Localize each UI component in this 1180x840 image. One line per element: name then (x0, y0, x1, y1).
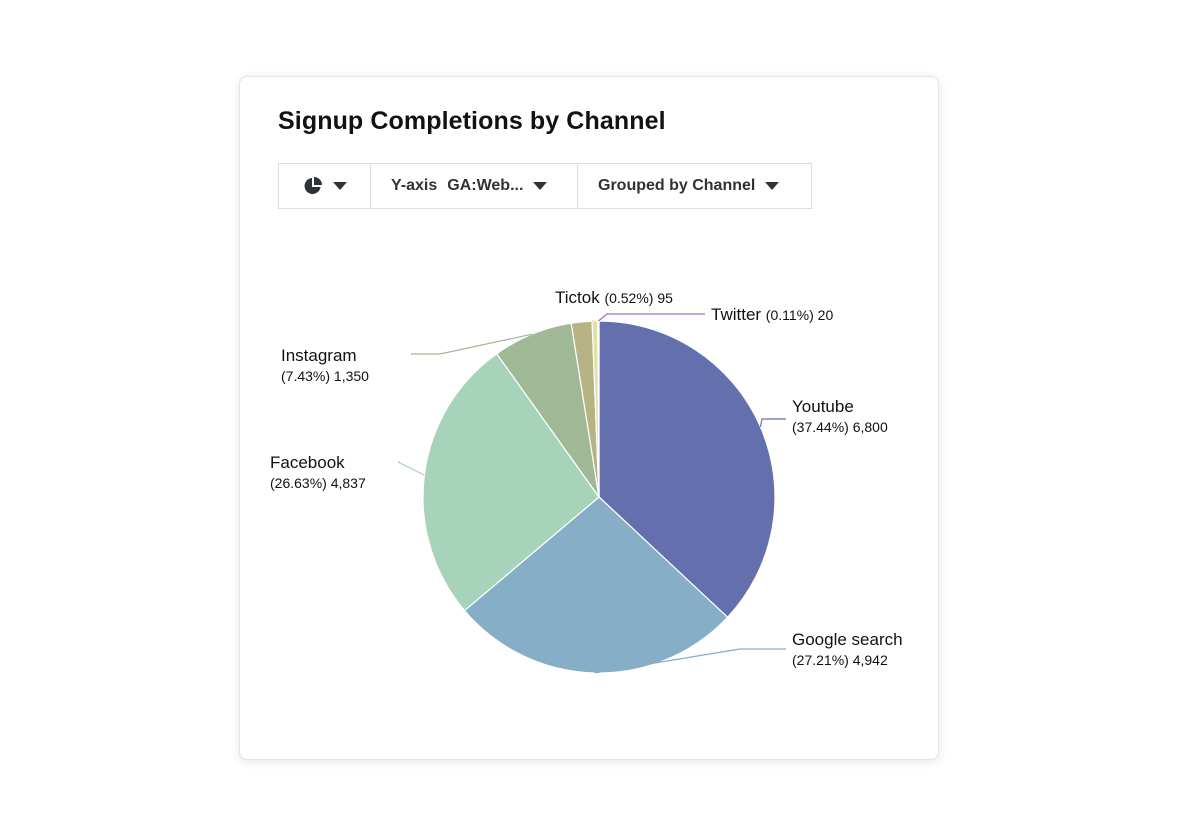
chevron-down-icon (333, 182, 347, 190)
leader-line (397, 461, 425, 476)
slice-label: Facebook (270, 453, 345, 472)
slice-label: Tictok (0.52%) 95 (555, 288, 673, 307)
leader-line (594, 648, 786, 674)
pie-chart-icon (304, 177, 322, 194)
slice-label: Google search (792, 630, 903, 649)
group-by-dropdown[interactable]: Grouped by Channel (578, 164, 811, 208)
chart-type-dropdown[interactable] (279, 164, 371, 208)
slice-label: Instagram (281, 346, 357, 365)
chart-title: Signup Completions by Channel (278, 107, 666, 135)
leader-line (759, 418, 786, 428)
pie-slice-youtube[interactable] (598, 320, 776, 619)
y-axis-label: Y-axis (391, 177, 438, 194)
group-by-label: Grouped by Channel (598, 177, 756, 194)
y-axis-value: GA:Web... (447, 177, 524, 194)
slice-label: Youtube (792, 397, 854, 416)
pie-chart: Youtube (37.44%) 6,800 Google search (27.21… (270, 288, 903, 674)
slice-value-label: (26.63%) 4,837 (270, 475, 366, 491)
chart-toolbar: Y-axis GA:Web... Grouped by Channel (278, 163, 812, 209)
chart-card: Signup Completions by Channel Y-axis GA:… (239, 76, 939, 760)
y-axis-dropdown[interactable]: Y-axis GA:Web... (371, 164, 578, 208)
slice-value-label: (27.21%) 4,942 (792, 652, 888, 668)
leader-line (598, 313, 705, 322)
slice-value-label: (7.43%) 1,350 (281, 368, 369, 384)
pie-slice-facebook[interactable] (422, 352, 600, 612)
slice-value-label: (37.44%) 6,800 (792, 419, 888, 435)
chevron-down-icon (533, 182, 548, 190)
leader-line (411, 333, 533, 355)
chevron-down-icon (765, 182, 780, 190)
slice-label: Twitter (0.11%) 20 (711, 305, 833, 324)
